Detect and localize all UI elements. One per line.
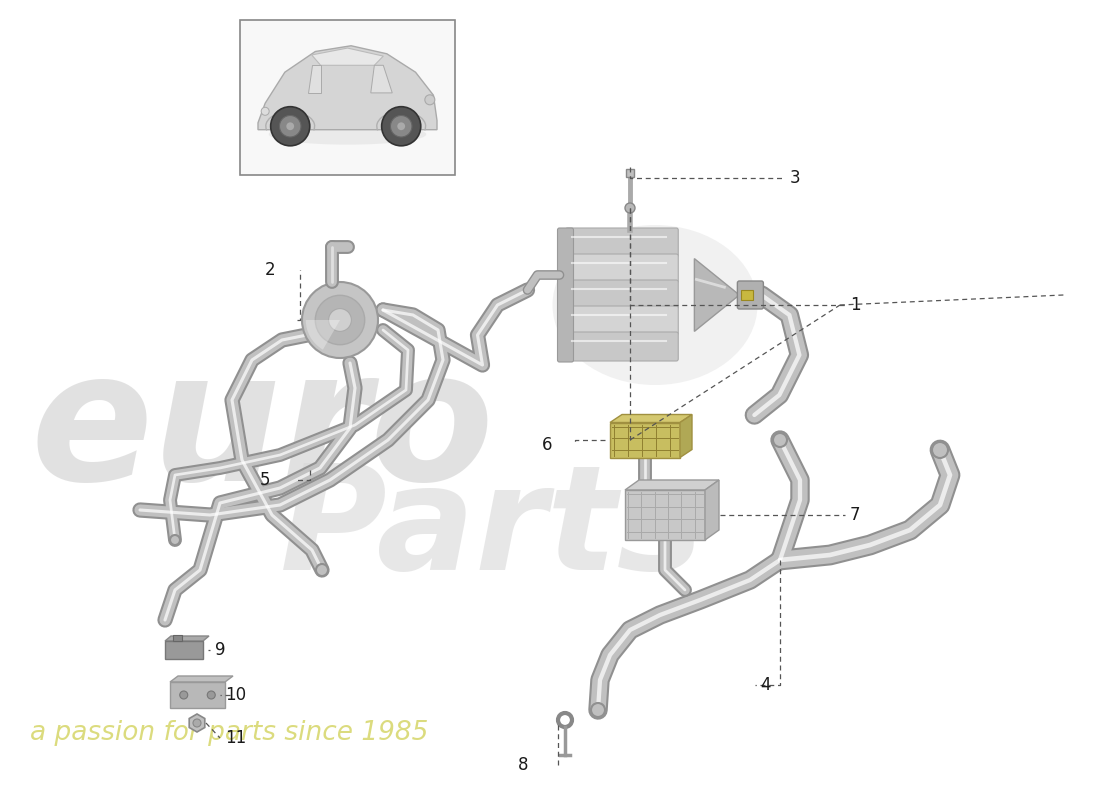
FancyBboxPatch shape [565, 332, 679, 361]
Text: 10: 10 [226, 686, 246, 704]
Circle shape [397, 122, 405, 130]
Text: 7: 7 [850, 506, 860, 524]
Polygon shape [625, 490, 705, 540]
Circle shape [425, 94, 435, 105]
FancyBboxPatch shape [565, 306, 679, 335]
Circle shape [207, 691, 216, 699]
Polygon shape [311, 48, 383, 66]
Text: 11: 11 [226, 729, 246, 747]
Polygon shape [165, 636, 209, 641]
Ellipse shape [268, 124, 427, 145]
Polygon shape [680, 414, 692, 458]
Bar [173, 635, 183, 641]
Polygon shape [625, 480, 719, 490]
Text: 5: 5 [260, 471, 271, 489]
Bar [741, 290, 754, 300]
Circle shape [286, 122, 294, 130]
Circle shape [271, 106, 310, 146]
Circle shape [192, 719, 201, 727]
Circle shape [591, 703, 605, 717]
Ellipse shape [552, 225, 758, 385]
Circle shape [932, 442, 948, 458]
Circle shape [170, 535, 180, 545]
Polygon shape [258, 46, 437, 130]
Circle shape [773, 433, 786, 447]
Text: Parts: Parts [280, 459, 705, 600]
Bar [626, 169, 634, 177]
Circle shape [329, 309, 351, 331]
Circle shape [316, 295, 365, 345]
Polygon shape [705, 480, 719, 540]
Circle shape [279, 115, 301, 137]
Text: 6: 6 [542, 436, 552, 454]
Circle shape [382, 106, 421, 146]
Polygon shape [308, 66, 321, 93]
FancyBboxPatch shape [558, 228, 573, 362]
FancyBboxPatch shape [565, 228, 679, 257]
Wedge shape [306, 320, 340, 350]
Text: 1: 1 [850, 296, 860, 314]
Circle shape [179, 691, 188, 699]
Bar [170, 682, 226, 708]
Circle shape [625, 203, 635, 213]
Circle shape [316, 564, 328, 576]
Circle shape [390, 115, 412, 137]
Bar [240, 20, 455, 175]
FancyBboxPatch shape [737, 281, 763, 309]
FancyBboxPatch shape [565, 254, 679, 283]
Text: 4: 4 [760, 676, 770, 694]
Bar [165, 641, 204, 659]
Text: a passion for parts since 1985: a passion for parts since 1985 [30, 720, 428, 746]
Polygon shape [694, 258, 739, 331]
Polygon shape [610, 422, 680, 458]
Text: 3: 3 [790, 169, 801, 187]
Text: 2: 2 [265, 261, 276, 279]
FancyBboxPatch shape [565, 280, 679, 309]
Polygon shape [610, 414, 692, 422]
Text: 8: 8 [518, 756, 528, 774]
Circle shape [261, 107, 270, 115]
Polygon shape [170, 676, 233, 682]
Text: 9: 9 [214, 641, 225, 659]
Text: euro: euro [30, 342, 494, 518]
Circle shape [302, 282, 378, 358]
Polygon shape [371, 66, 393, 93]
